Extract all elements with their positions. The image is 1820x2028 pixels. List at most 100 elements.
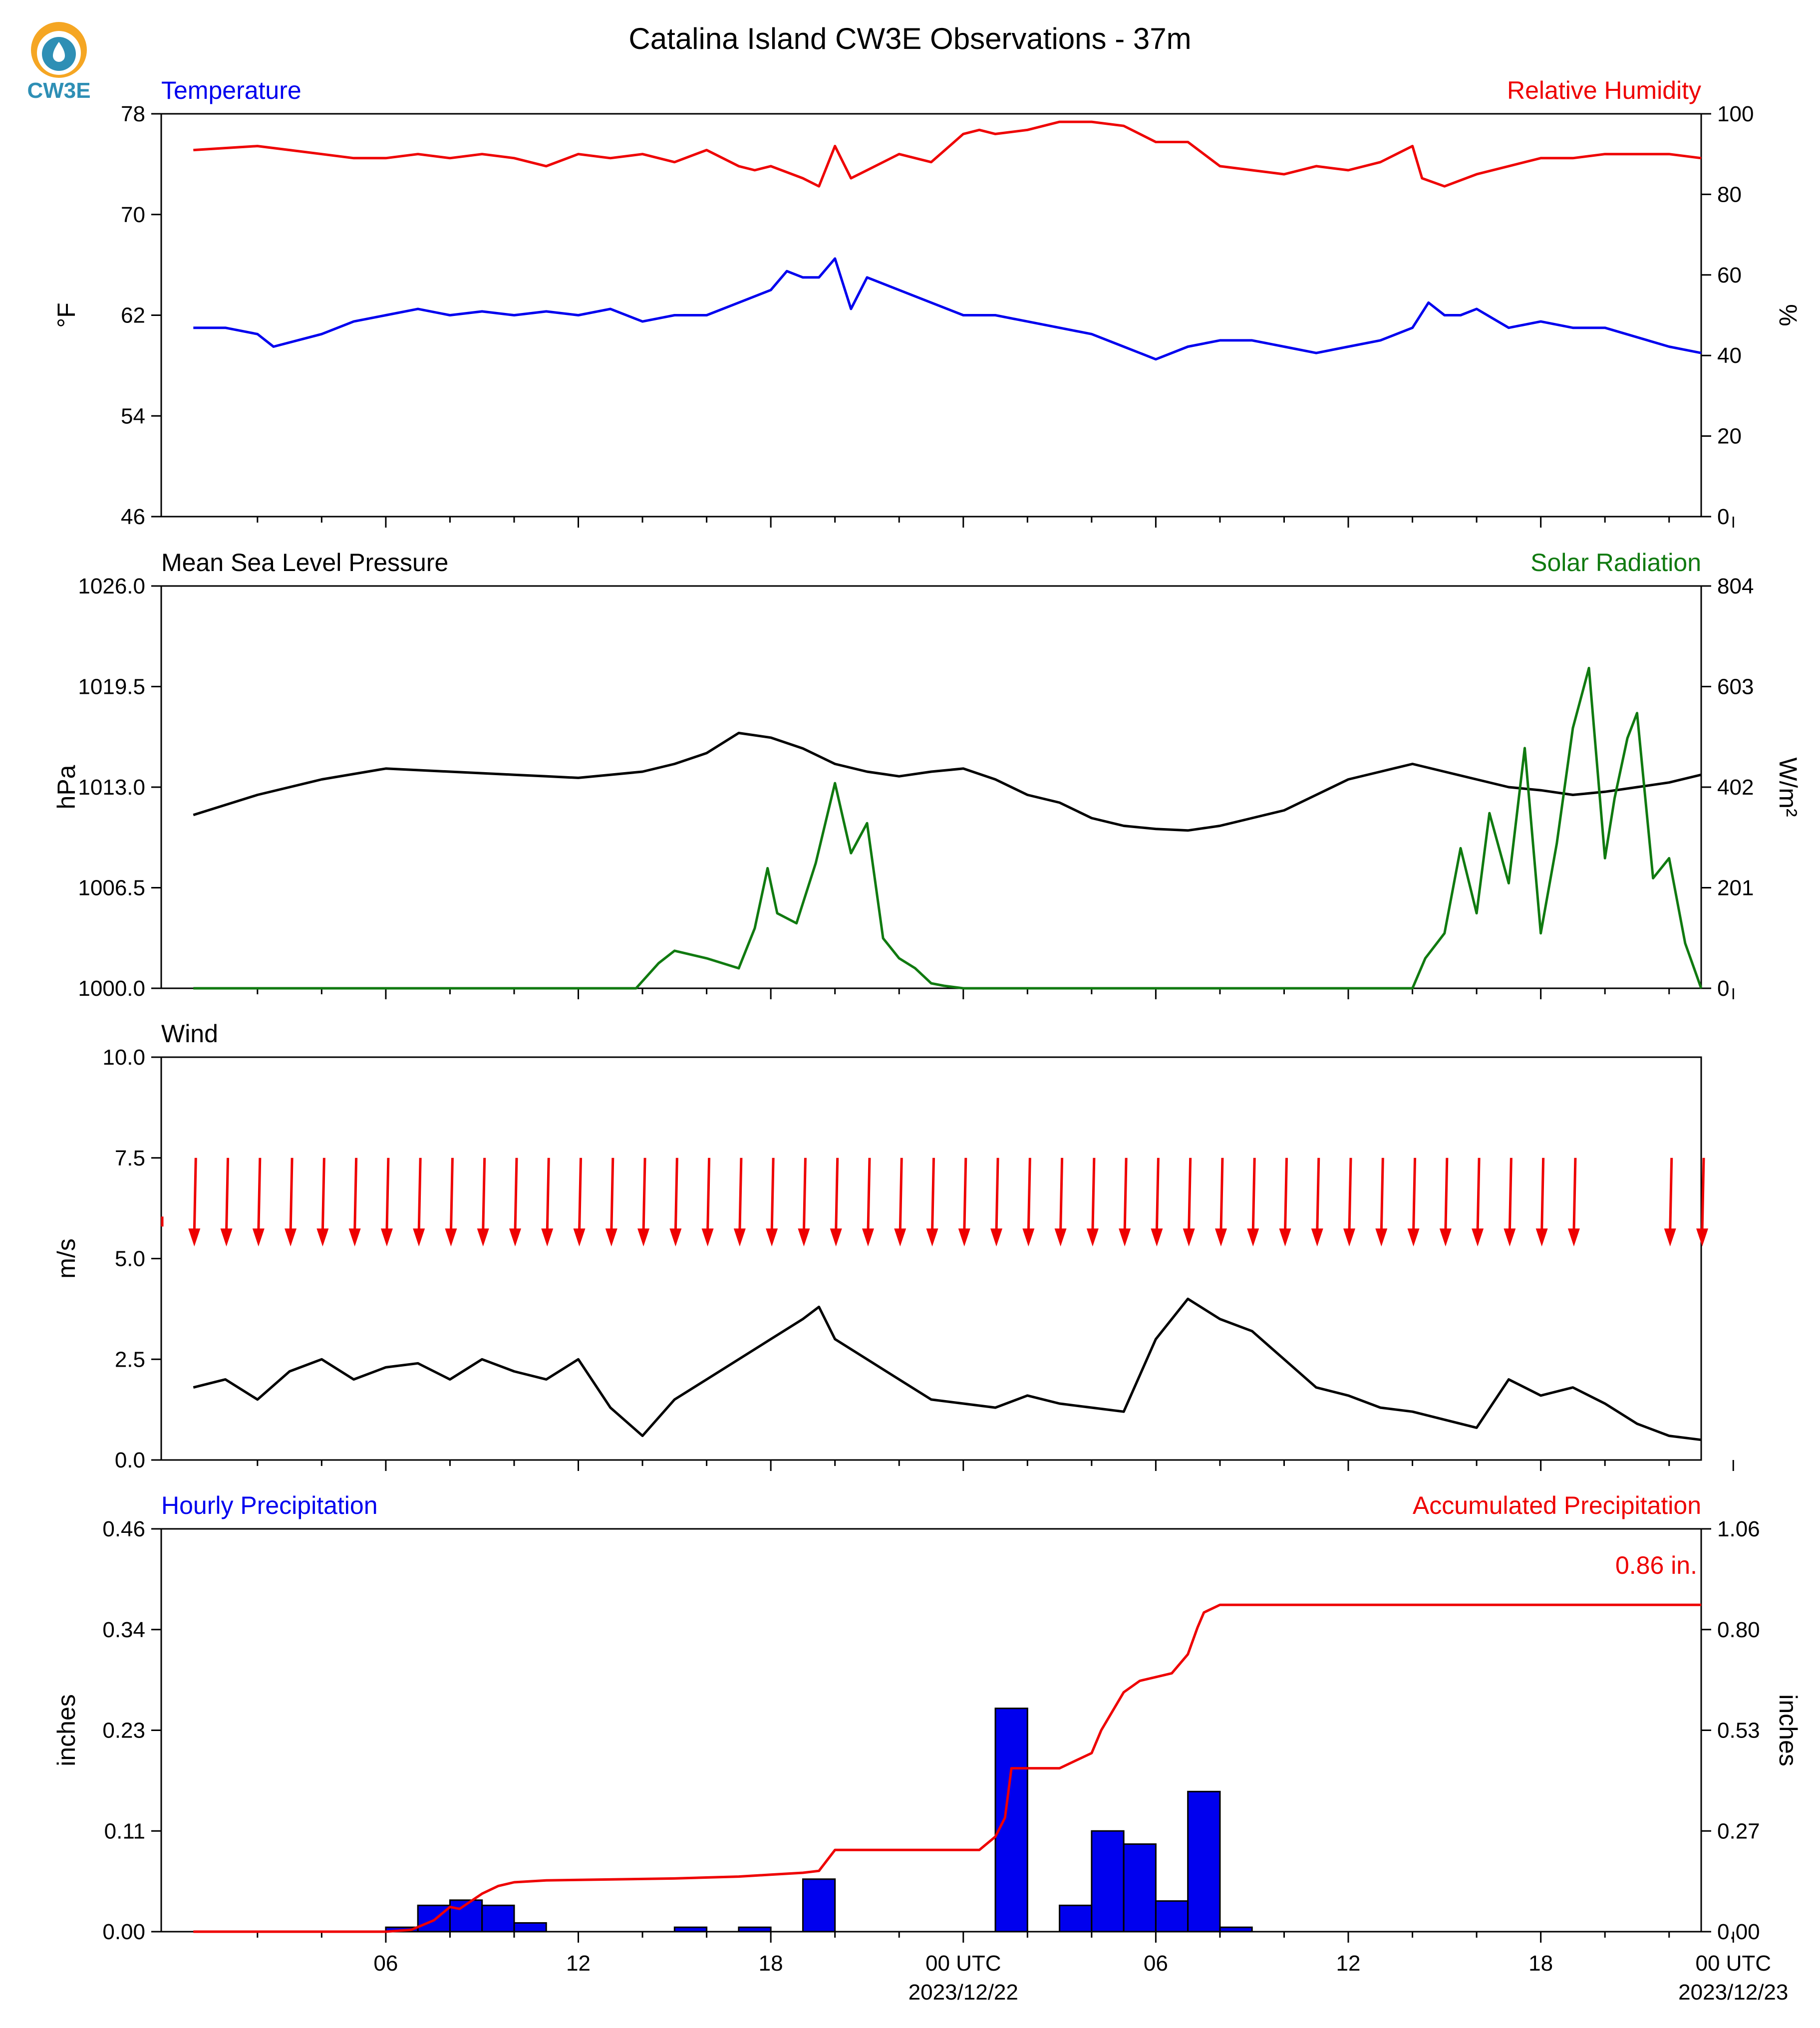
wind-arrowhead [541,1228,554,1247]
wind-arrowhead [862,1228,874,1247]
wind-arrowhead [1535,1228,1548,1247]
logo-text: CW3E [27,78,90,103]
x-tick-label: 12 [1336,1951,1361,1976]
y-tick-label-left: 0.0 [115,1448,145,1472]
panel-title-right: Relative Humidity [1507,76,1701,104]
wind-arrow [1348,1158,1352,1232]
wind-arrowhead [766,1228,778,1247]
precip-bar [738,1926,772,1933]
wind-arrow [1219,1158,1224,1232]
cw3e-logo: CW3E [27,22,91,103]
y-tick-label-left: 1013.0 [78,775,145,800]
y-tick-label-left: 2.5 [115,1347,145,1372]
wind-arrow [1283,1158,1288,1232]
wind-arrow [899,1158,903,1232]
wind-arrow [835,1158,839,1232]
panel-title-right: Solar Radiation [1530,549,1701,577]
y-tick-label-right: 0.27 [1717,1819,1760,1843]
wind-arrow [1412,1158,1417,1232]
x-axis-labels: 06 12 18 00 UTC 06 12 18 00 UTC 2023/12/22 2023/1… [373,1951,1788,2005]
wind-arrow [225,1158,230,1232]
y-tick-label-left: 70 [121,203,145,227]
y-tick-label-left: 46 [121,505,145,529]
wind-arrow [738,1158,743,1232]
x-tick-label: 06 [1144,1951,1168,1976]
wind-arrowhead [509,1228,521,1247]
wind-arrowhead [1504,1228,1516,1247]
wind-arrowhead [1407,1228,1420,1247]
wind-arrow [674,1158,678,1232]
wind-arrowhead [1086,1228,1099,1247]
y-tick-label-left: 54 [121,404,145,428]
panel-title-right: Accumulated Precipitation [1413,1491,1701,1519]
y-tick-label-left: 62 [121,303,145,328]
wind-arrow [770,1158,775,1232]
wind-arrowhead [252,1228,265,1247]
precip-bar [481,1904,515,1933]
wind-arrowhead [1311,1228,1323,1247]
wind-arrowhead [477,1228,489,1247]
precip-bar [1219,1926,1253,1933]
y-axis-label-right: inches [1774,1694,1802,1766]
wind-arrowhead [1247,1228,1259,1247]
x-tick-label: 06 [373,1951,398,1976]
wind-arrow [995,1158,999,1232]
wind-arrow [1540,1158,1545,1232]
x-tick-label: 12 [566,1951,591,1976]
wind-arrowhead [926,1228,938,1247]
wind-arrow [1251,1158,1256,1232]
wind-arrow [257,1158,262,1232]
wind-arrowhead [733,1228,746,1247]
wind-arrow [321,1158,325,1232]
wind-arrow [353,1158,358,1232]
wind-arrowhead [701,1228,714,1247]
wind-arrowhead [1022,1228,1035,1247]
wind-arrowhead [573,1228,586,1247]
wind-arrow [417,1158,422,1232]
y-tick-label-right: 0.53 [1717,1719,1760,1743]
x-date-label: 2023/12/23 [1678,1980,1788,2005]
wind-arrow [1701,1158,1705,1232]
wind-arrowhead [990,1228,1003,1247]
wind-arrowhead [1343,1228,1356,1247]
y-axis-label-left: m/s [52,1238,80,1279]
wind-arrow [1316,1158,1320,1232]
wind-arrow [963,1158,967,1232]
series-line [193,257,1702,361]
wind-arrow [1123,1158,1128,1232]
wind-arrow [706,1158,711,1232]
wind-arrowhead [188,1228,201,1247]
wind-arrow [1476,1158,1481,1232]
wind-arrow [1188,1158,1192,1232]
wind-arrow [802,1158,807,1232]
series-line [193,120,1702,188]
y-tick-label-right: 603 [1717,675,1754,699]
y-tick-label-left: 5.0 [115,1247,145,1271]
wind-arrow [1155,1158,1160,1232]
y-tick-label-right: 0 [1717,976,1729,1001]
wind-arrowhead [1054,1228,1067,1247]
y-axis-label-right: W/m² [1774,757,1802,817]
precip-bar [1123,1843,1157,1933]
wind-arrowhead [894,1228,907,1247]
y-axis-label-left: °F [52,302,80,328]
wind-arrow [385,1158,390,1232]
wind-arrow [1091,1158,1096,1232]
wind-arrowhead [1567,1228,1580,1247]
panel-3: 10.0 7.5 5.0 2.5 0.0 Wind m/s [52,1020,1734,1472]
wind-arrow [1027,1158,1031,1232]
y-tick-label-right: 0.00 [1717,1920,1760,1944]
wind-arrow [578,1158,583,1232]
wind-arrowhead [1439,1228,1452,1247]
wind-arrowhead [669,1228,682,1247]
wind-arrowhead [316,1228,329,1247]
wind-arrowhead [1119,1228,1131,1247]
panel-title-left: Hourly Precipitation [161,1491,378,1519]
y-tick-label-left: 1026.0 [78,574,145,598]
wind-arrow [642,1158,646,1232]
y-tick-label-left: 0.34 [102,1618,145,1642]
panel-title-left: Mean Sea Level Pressure [161,549,448,577]
wind-arrowhead [1151,1228,1163,1247]
